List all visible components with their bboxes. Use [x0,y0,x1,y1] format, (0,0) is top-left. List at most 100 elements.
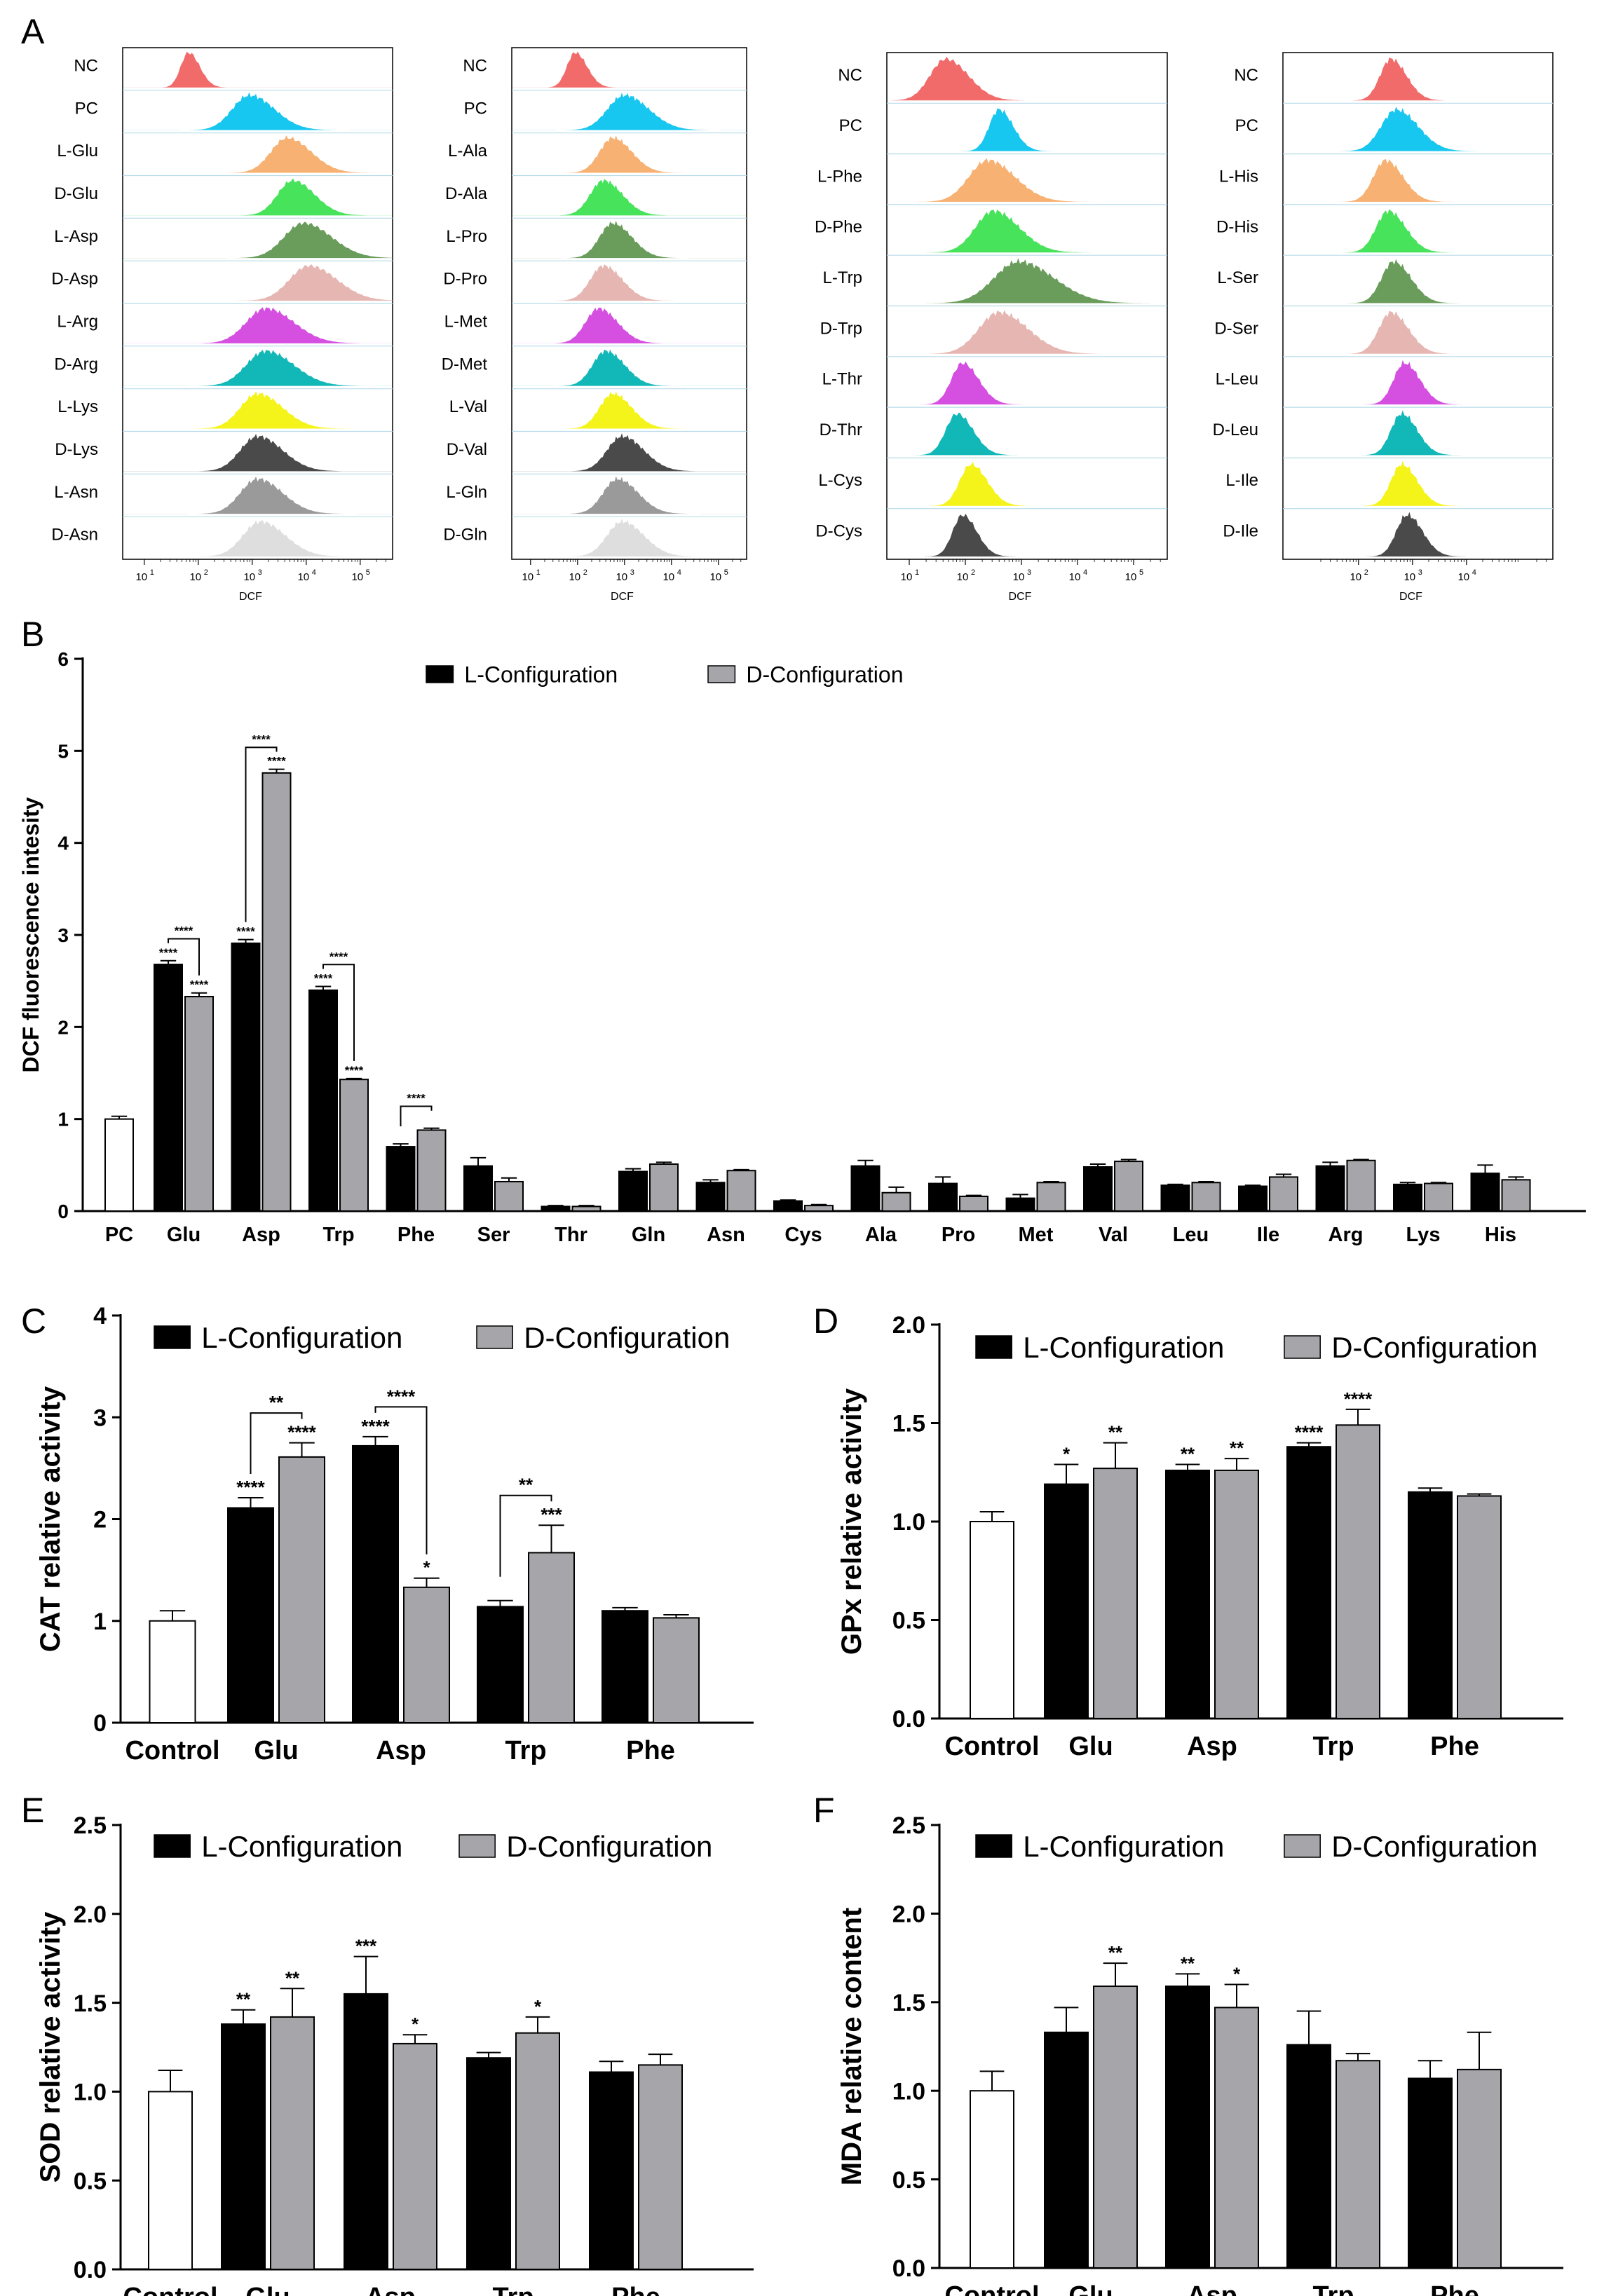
sample-label: D-Ser [1214,319,1258,338]
y-tick-label: 1 [93,1608,107,1635]
bar-l-configuration [1165,1469,1210,1719]
significance-label: * [423,1557,430,1578]
legend-label: D-Configuration [1331,1830,1537,1863]
y-tick-label: 0.0 [74,2257,107,2283]
x-category-label: Trp [505,1736,546,1765]
histogram-curve [123,477,393,514]
sample-label: D-Trp [820,319,862,338]
sample-label: L-Lys [57,397,98,416]
significance-label: **** [287,1422,316,1443]
x-category-label: Ala [865,1224,897,1246]
x-category-label: Phe [1430,2281,1479,2296]
bar-d-configuration [270,2016,315,2270]
legend-swatch [975,1335,1012,1359]
bar-d-configuration [1214,2007,1259,2269]
y-tick-label: 1.0 [892,1509,925,1536]
sample-label: D-Phe [815,218,862,237]
bar-l-configuration [695,1182,726,1212]
sample-label: L-Cys [818,471,862,490]
bar-d-configuration [393,2042,437,2270]
panel-letter-C: C [21,1301,46,1341]
bar-d-configuration [1501,1179,1531,1212]
x-category-label: Trp [1312,2281,1354,2296]
axis-tick-label: 10 [1457,571,1469,583]
y-axis-label: SOD relative activity [35,1911,66,2183]
x-category-label: Phe [626,1736,675,1765]
significance-label: *** [355,1936,377,1957]
bar-d-configuration [278,1456,325,1723]
bar-l-configuration [1044,1483,1089,1720]
histogram-curve [1283,310,1553,354]
axis-tick-exponent: 3 [1027,568,1031,577]
histogram-curve [1283,107,1553,151]
sample-label: PC [464,99,487,118]
panel-letter-A: A [21,12,45,51]
axis-tick-exponent: 4 [677,568,681,577]
x-category-label: Glu [167,1224,201,1246]
bar-d-configuration [726,1170,756,1212]
panel-letter-B: B [21,615,44,654]
sample-label: L-Ser [1217,268,1258,287]
significance-label: **** [236,925,255,938]
y-tick-label: 2 [57,1016,69,1038]
legend-swatch [154,1325,191,1349]
bar-d-configuration [184,995,214,1212]
y-tick-label: 2.5 [74,1812,107,1839]
axis-tick-label: 10 [243,571,255,583]
bar-l-configuration [1408,1491,1453,1720]
histogram-curve [512,349,747,386]
comparison-bracket [250,1412,303,1474]
histogram-curve [1283,460,1553,506]
legend-label: D-Configuration [524,1321,730,1354]
x-category-label: Met [1019,1224,1054,1246]
histogram-panel-2: NC PC L-Ala D-Ala L-Pro D-Pro L-Met D-Met L-Val D… [442,47,747,603]
sample-label: D-Glu [54,184,98,203]
bar-l-configuration [1315,1165,1345,1212]
x-category-label: Asp [1187,1732,1237,1761]
bar-d-configuration [1457,1495,1502,1719]
y-tick-label: 2 [93,1507,107,1533]
bar-d-configuration [571,1205,602,1212]
legend-swatch [154,1834,191,1858]
significance-label: ** [1108,1942,1123,1963]
significance-label: * [534,1996,542,2017]
bar-l-configuration [154,964,183,1212]
bar-d-configuration [959,1195,988,1212]
histogram-curve [512,433,747,472]
control-bar [970,2090,1014,2269]
bar-d-configuration [528,1552,575,1724]
histogram-curve [887,108,1167,151]
histogram-curve [123,264,393,301]
bar-l-configuration [463,1165,493,1212]
x-axis-label: DCF [1009,591,1032,603]
sample-label: L-Met [444,312,488,331]
bar-l-configuration [589,2071,634,2270]
histogram-curve [123,51,393,88]
x-category-label: Trp [322,1224,354,1246]
axis-tick-exponent: 5 [366,568,370,577]
significance-label: **** [1295,1422,1324,1443]
axis-tick-exponent: 2 [971,568,975,577]
axis-tick-label: 10 [957,571,969,583]
sample-label: L-Val [449,397,487,416]
histogram-curve [512,476,747,514]
comparison-bracket [245,746,278,922]
x-category-label: Phe [1430,1732,1479,1761]
x-category-label: Asn [707,1224,745,1246]
bar-d-configuration [515,2032,560,2270]
bar-d-configuration [1457,2068,1502,2269]
bar-l-configuration [477,1606,524,1724]
significance-label: **** [1344,1388,1373,1409]
histogram-curve [512,308,747,343]
x-category-label: Control [944,2281,1039,2296]
bar-l-configuration [928,1182,958,1212]
bar-l-configuration [1470,1173,1500,1212]
legend: L-Configuration D-Configuration [975,1830,1537,1863]
bar-d-configuration [653,1617,700,1724]
significance-label: * [412,2014,419,2035]
x-category-label: His [1485,1224,1516,1246]
sample-label: D-Gln [443,526,487,545]
comparison-bracket [499,1494,552,1577]
bar-l-configuration [850,1165,881,1212]
x-category-label: Asp [365,2283,416,2296]
